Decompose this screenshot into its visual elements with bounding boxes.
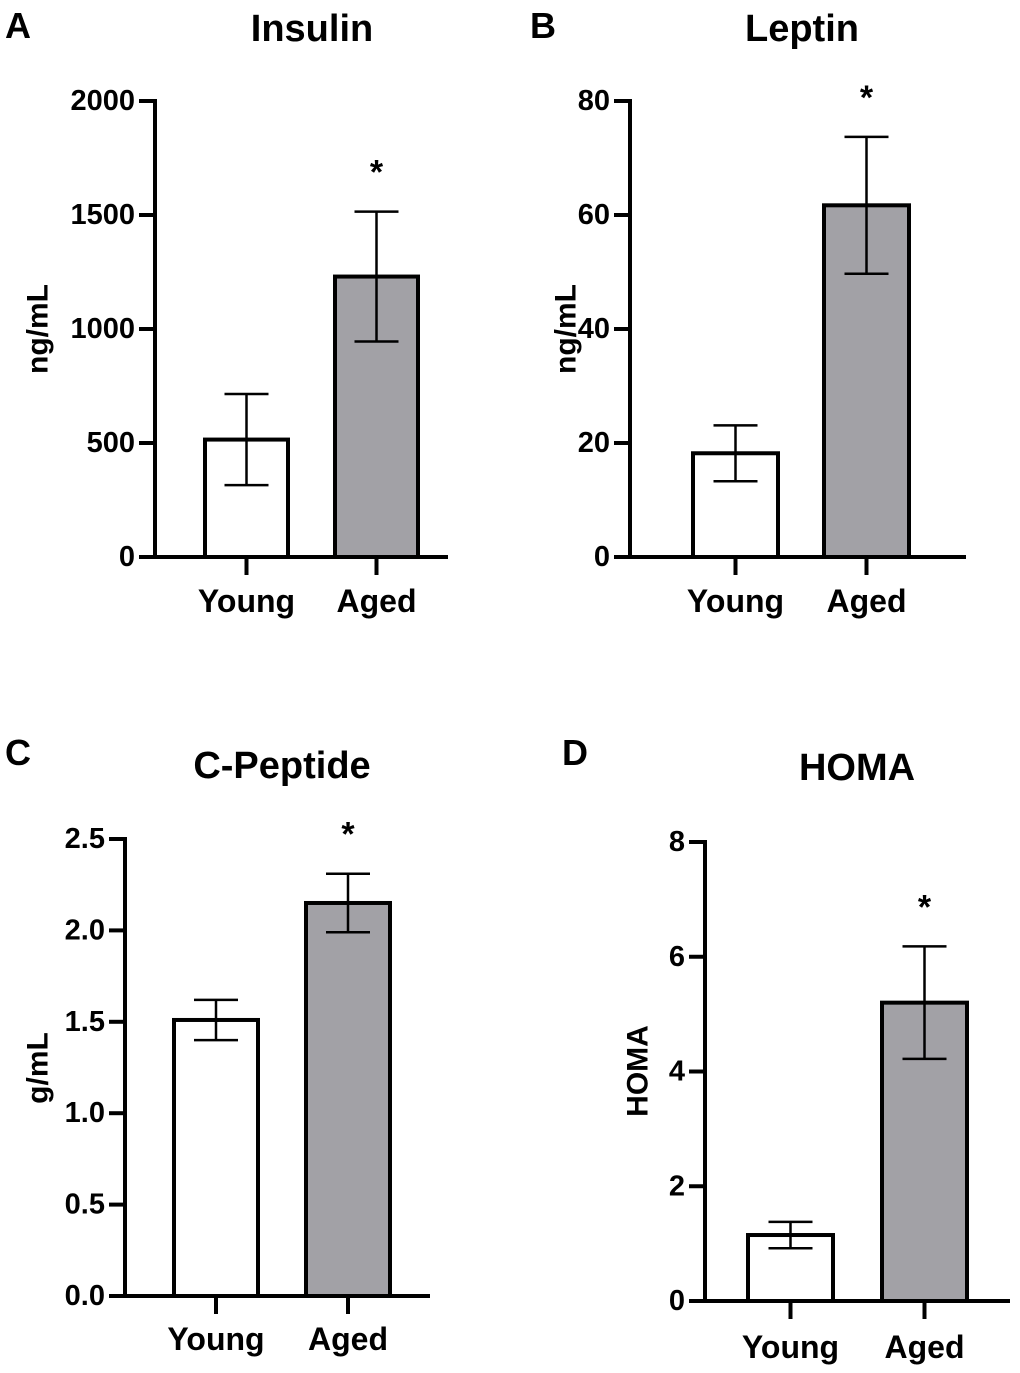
significance-marker: * bbox=[341, 816, 355, 854]
y-tick-label: 0 bbox=[669, 1285, 685, 1317]
significance-marker: * bbox=[370, 154, 384, 192]
x-tick-label: Young bbox=[742, 1329, 839, 1365]
y-tick-label: 0 bbox=[594, 541, 610, 573]
y-tick-label: 4 bbox=[669, 1056, 685, 1088]
y-tick-label: 20 bbox=[578, 427, 610, 459]
chart-title: Leptin bbox=[745, 8, 859, 50]
chart-title: HOMA bbox=[799, 747, 915, 789]
y-tick-label: 1500 bbox=[70, 199, 135, 231]
y-tick-label: 2 bbox=[669, 1170, 685, 1202]
y-axis-label: ng/mL bbox=[550, 284, 583, 374]
x-tick-label: Aged bbox=[308, 1321, 388, 1357]
x-tick-label: Young bbox=[687, 583, 784, 619]
x-tick-label: Aged bbox=[337, 583, 417, 619]
x-tick-label: Young bbox=[167, 1321, 264, 1357]
y-axis-label: ng/mL bbox=[22, 284, 55, 374]
y-tick-label: 2000 bbox=[70, 85, 135, 117]
panel-letter: D bbox=[562, 732, 588, 773]
y-tick-label: 1.0 bbox=[65, 1097, 105, 1129]
chart-panel-c: C C-Peptide g/mL 0.0 0.5 1.0 1.5 2.0 2.5 Young Age… bbox=[5, 732, 430, 1357]
y-tick-label: 0.5 bbox=[65, 1189, 105, 1221]
significance-marker: * bbox=[918, 888, 932, 926]
x-tick-label: Aged bbox=[885, 1329, 965, 1365]
chart-panel-d: D HOMA HOMA 0 2 4 6 8 Young Aged * bbox=[562, 732, 1010, 1365]
y-tick-label: 0.0 bbox=[65, 1280, 105, 1312]
panel-letter: C bbox=[5, 732, 31, 773]
y-axis-label: g/mL bbox=[22, 1032, 55, 1104]
bar-young bbox=[172, 1017, 260, 1298]
y-tick-label: 8 bbox=[669, 826, 685, 858]
x-tick-label: Young bbox=[198, 583, 295, 619]
significance-marker: * bbox=[860, 79, 874, 117]
y-axis-label: HOMA bbox=[622, 1025, 655, 1117]
chart-panel-b: B Leptin ng/mL 0 20 40 60 80 Young Aged * bbox=[530, 5, 966, 619]
chart-title: Insulin bbox=[251, 8, 373, 50]
y-tick-label: 80 bbox=[578, 85, 610, 117]
y-tick-label: 60 bbox=[578, 199, 610, 231]
y-tick-label: 1000 bbox=[70, 313, 135, 345]
x-tick-label: Aged bbox=[827, 583, 907, 619]
y-tick-label: 6 bbox=[669, 941, 685, 973]
bar-aged bbox=[304, 900, 392, 1298]
panel-letter: B bbox=[530, 5, 556, 46]
y-tick-label: 0 bbox=[119, 541, 135, 573]
y-tick-label: 40 bbox=[578, 313, 610, 345]
chart-title: C-Peptide bbox=[193, 745, 370, 787]
y-tick-label: 1.5 bbox=[65, 1006, 105, 1038]
y-tick-label: 500 bbox=[87, 427, 135, 459]
y-tick-label: 2.0 bbox=[65, 914, 105, 946]
panel-letter: A bbox=[5, 5, 31, 46]
y-tick-label: 2.5 bbox=[65, 823, 105, 855]
chart-panel-a: A Insulin ng/mL 0 500 1000 1500 2000 Young Aged * bbox=[5, 5, 448, 619]
